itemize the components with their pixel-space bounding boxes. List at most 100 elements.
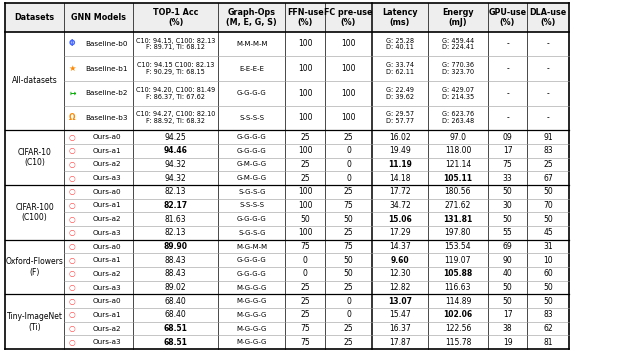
Text: 81.63: 81.63 bbox=[165, 215, 186, 224]
Text: -: - bbox=[547, 113, 550, 122]
Text: ○: ○ bbox=[69, 297, 76, 306]
Text: 0: 0 bbox=[346, 174, 351, 183]
Text: 114.89: 114.89 bbox=[445, 297, 471, 306]
Text: 83: 83 bbox=[543, 146, 553, 155]
Text: 25: 25 bbox=[344, 283, 353, 292]
Text: Graph-Ops
(M, E, G, S): Graph-Ops (M, E, G, S) bbox=[227, 7, 277, 27]
Text: 97.0: 97.0 bbox=[449, 133, 467, 142]
Text: 0: 0 bbox=[346, 160, 351, 169]
Text: TOP-1 Acc
(%): TOP-1 Acc (%) bbox=[153, 7, 198, 27]
Text: 16.02: 16.02 bbox=[389, 133, 411, 142]
Text: Ours-a2: Ours-a2 bbox=[93, 162, 121, 168]
Text: D: 40.11: D: 40.11 bbox=[386, 44, 414, 50]
Text: M-G-G-G: M-G-G-G bbox=[237, 285, 267, 291]
Text: M-G-G-G: M-G-G-G bbox=[237, 326, 267, 332]
Text: -: - bbox=[506, 89, 509, 98]
Text: 0: 0 bbox=[346, 310, 351, 320]
Text: 17: 17 bbox=[502, 146, 513, 155]
Text: ★: ★ bbox=[68, 64, 76, 73]
Text: G-M-G-G: G-M-G-G bbox=[237, 162, 267, 168]
Text: 50: 50 bbox=[502, 283, 513, 292]
Text: 153.54: 153.54 bbox=[445, 242, 471, 251]
Text: 25: 25 bbox=[300, 133, 310, 142]
Text: 50: 50 bbox=[543, 297, 553, 306]
Text: G-G-G-G: G-G-G-G bbox=[237, 134, 267, 140]
Text: 09: 09 bbox=[502, 133, 513, 142]
Text: S-S-S-S: S-S-S-S bbox=[239, 202, 264, 208]
Text: Ours-a1: Ours-a1 bbox=[93, 257, 121, 263]
Text: Ω: Ω bbox=[69, 113, 76, 122]
Text: 81: 81 bbox=[543, 338, 553, 347]
Text: -: - bbox=[506, 64, 509, 73]
Text: Ours-a1: Ours-a1 bbox=[93, 202, 121, 208]
Text: D: 62.11: D: 62.11 bbox=[386, 69, 414, 75]
Text: C10: 94.15 C100: 82.13: C10: 94.15 C100: 82.13 bbox=[137, 62, 214, 68]
Text: 25: 25 bbox=[344, 228, 353, 237]
Text: 82.13: 82.13 bbox=[165, 187, 186, 196]
Text: 75: 75 bbox=[344, 201, 353, 210]
Text: Ours-a2: Ours-a2 bbox=[93, 271, 121, 277]
Text: 69: 69 bbox=[502, 242, 513, 251]
Text: 271.62: 271.62 bbox=[445, 201, 471, 210]
Text: 17: 17 bbox=[502, 310, 513, 320]
Text: 12.30: 12.30 bbox=[389, 269, 411, 278]
Text: 55: 55 bbox=[502, 228, 513, 237]
Text: 115.78: 115.78 bbox=[445, 338, 471, 347]
Text: Baseline-b1: Baseline-b1 bbox=[86, 65, 128, 71]
Text: 83: 83 bbox=[543, 310, 553, 320]
Text: 16.37: 16.37 bbox=[389, 324, 411, 333]
Text: 25: 25 bbox=[543, 160, 553, 169]
Text: ○: ○ bbox=[69, 256, 76, 265]
Text: 25: 25 bbox=[344, 187, 353, 196]
Text: G-G-G-G: G-G-G-G bbox=[237, 90, 267, 96]
Text: ○: ○ bbox=[69, 146, 76, 155]
Text: 197.80: 197.80 bbox=[445, 228, 471, 237]
Text: ○: ○ bbox=[69, 338, 76, 347]
Text: CIFAR-100
(C100): CIFAR-100 (C100) bbox=[15, 203, 54, 222]
Text: 75: 75 bbox=[502, 160, 513, 169]
Text: 12.82: 12.82 bbox=[389, 283, 411, 292]
Text: C10: 94.20, C100: 81.49: C10: 94.20, C100: 81.49 bbox=[136, 87, 215, 93]
Text: 94.32: 94.32 bbox=[165, 174, 186, 183]
Text: 25: 25 bbox=[300, 174, 310, 183]
Text: Baseline-b3: Baseline-b3 bbox=[86, 115, 128, 121]
Text: 94.25: 94.25 bbox=[165, 133, 186, 142]
Text: 67: 67 bbox=[543, 174, 553, 183]
Text: 25: 25 bbox=[300, 297, 310, 306]
Text: Tiny-ImageNet
(Ti): Tiny-ImageNet (Ti) bbox=[6, 312, 63, 332]
Text: 100: 100 bbox=[298, 228, 312, 237]
Text: 9.60: 9.60 bbox=[390, 256, 410, 265]
Text: ○: ○ bbox=[69, 215, 76, 224]
Text: 15.47: 15.47 bbox=[389, 310, 411, 320]
Text: G: 25.28: G: 25.28 bbox=[386, 38, 414, 44]
Text: 100: 100 bbox=[298, 113, 312, 122]
Text: 40: 40 bbox=[502, 269, 513, 278]
Text: ○: ○ bbox=[69, 310, 76, 320]
Text: G: 33.74: G: 33.74 bbox=[386, 62, 414, 68]
Text: 75: 75 bbox=[300, 338, 310, 347]
Text: F: 89.71, Ti: 68.12: F: 89.71, Ti: 68.12 bbox=[147, 44, 205, 50]
Text: GNN Models: GNN Models bbox=[71, 13, 126, 22]
Text: All-datasets: All-datasets bbox=[12, 76, 58, 86]
Text: 100: 100 bbox=[298, 39, 312, 49]
Text: Baseline-b2: Baseline-b2 bbox=[86, 90, 128, 96]
Text: G: 459.44: G: 459.44 bbox=[442, 38, 474, 44]
Text: G-G-G-G: G-G-G-G bbox=[237, 257, 267, 263]
Text: Energy
(mJ): Energy (mJ) bbox=[442, 7, 474, 27]
Text: Ours-a3: Ours-a3 bbox=[93, 230, 121, 236]
Text: 50: 50 bbox=[543, 215, 553, 224]
Text: -: - bbox=[506, 113, 509, 122]
Text: 50: 50 bbox=[344, 269, 353, 278]
Text: 30: 30 bbox=[502, 201, 513, 210]
Text: 19: 19 bbox=[502, 338, 513, 347]
Text: G-G-G-G: G-G-G-G bbox=[237, 216, 267, 222]
Text: 102.06: 102.06 bbox=[444, 310, 472, 320]
Text: 31: 31 bbox=[543, 242, 553, 251]
Text: 91: 91 bbox=[543, 133, 553, 142]
Text: ○: ○ bbox=[69, 160, 76, 169]
Text: 13.07: 13.07 bbox=[388, 297, 412, 306]
Text: 0: 0 bbox=[303, 269, 308, 278]
Text: F: 88.92, Ti: 68.32: F: 88.92, Ti: 68.32 bbox=[147, 118, 205, 124]
Text: D: 39.62: D: 39.62 bbox=[386, 94, 414, 100]
Text: S-G-S-G: S-G-S-G bbox=[238, 189, 266, 195]
